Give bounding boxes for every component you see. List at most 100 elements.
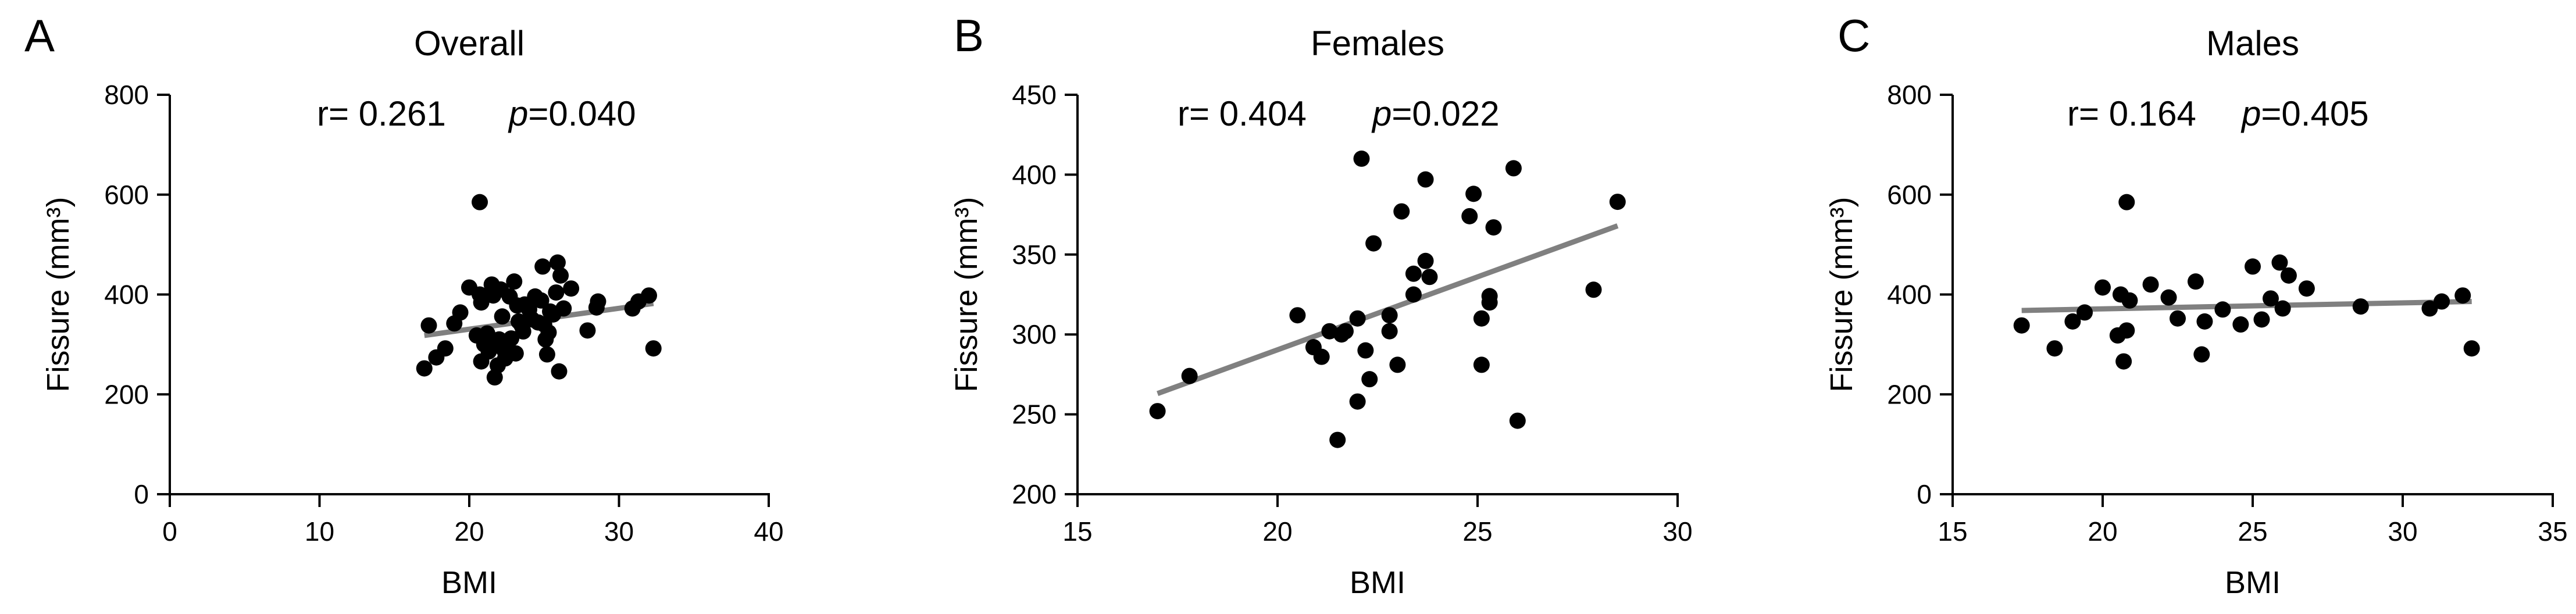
data-point (1585, 281, 1602, 298)
y-tick-label: 200 (1012, 479, 1057, 509)
data-point (2454, 287, 2471, 304)
data-point (1405, 286, 1422, 303)
data-point (2352, 298, 2369, 315)
y-tick-label: 200 (1887, 379, 1932, 409)
data-point (416, 360, 433, 377)
y-tick-label: 450 (1012, 80, 1057, 110)
data-point (645, 340, 662, 357)
data-point (2214, 301, 2231, 318)
data-point (590, 293, 606, 310)
data-point (2271, 254, 2288, 271)
p-symbol: p (1371, 94, 1392, 133)
data-point (1465, 185, 1482, 202)
data-point (420, 317, 437, 334)
y-axis-title: Fissure (mm³) (41, 197, 76, 392)
data-point (2064, 313, 2081, 330)
data-point (641, 287, 657, 304)
data-point (552, 267, 569, 284)
data-point (2077, 304, 2093, 321)
data-point (2280, 267, 2297, 284)
data-point (2298, 280, 2315, 297)
regression-line (2021, 299, 2472, 313)
data-point (1481, 294, 1498, 311)
data-point (1509, 412, 1526, 429)
y-tick-label: 800 (104, 80, 149, 110)
x-tick-label: 35 (2538, 516, 2567, 547)
data-point (2046, 340, 2063, 357)
p-value: p=0.405 (2240, 94, 2369, 133)
data-point (1357, 342, 1374, 359)
p-number: =0.405 (2261, 94, 2368, 133)
x-tick-label: 20 (454, 516, 484, 547)
y-tick-label: 400 (1012, 159, 1057, 190)
y-axis-title: Fissure (mm³) (1824, 197, 1859, 392)
x-axis-title: BMI (441, 565, 497, 600)
x-tick-label: 30 (1662, 516, 1692, 547)
data-point (549, 254, 566, 271)
data-point (1381, 307, 1398, 324)
data-point (2121, 292, 2138, 309)
x-axis-title: BMI (2225, 565, 2281, 600)
y-tick-label: 0 (1917, 479, 1932, 509)
data-point (563, 280, 580, 297)
data-point (2245, 258, 2261, 275)
y-tick-label: 250 (1012, 399, 1057, 430)
data-point (1361, 371, 1378, 388)
data-point (2262, 290, 2279, 307)
data-point (2193, 346, 2210, 363)
data-point (2253, 311, 2270, 328)
data-point (1421, 269, 1438, 285)
data-point (2232, 316, 2249, 333)
y-tick-label: 350 (1012, 240, 1057, 270)
y-tick-label: 300 (1012, 319, 1057, 349)
data-point (1329, 431, 1346, 448)
y-tick-label: 400 (1887, 280, 1932, 310)
x-tick-label: 15 (1938, 516, 1967, 547)
data-point (515, 323, 531, 340)
data-point (1389, 356, 1406, 373)
data-point (1349, 310, 1366, 327)
data-point (2274, 300, 2291, 317)
data-point (1181, 367, 1198, 384)
x-tick-label: 10 (305, 516, 334, 547)
x-tick-label: 0 (162, 516, 177, 547)
y-axis-title: Fissure (mm³) (949, 197, 984, 392)
data-point (494, 308, 511, 325)
data-point (2013, 317, 2030, 334)
data-point (2196, 313, 2213, 330)
data-point (473, 294, 490, 311)
data-point (2095, 279, 2111, 296)
data-point (1313, 348, 1330, 365)
y-tick-label: 0 (134, 479, 149, 509)
data-point (452, 304, 469, 321)
correlation-r: r= 0.404 (1178, 94, 1307, 133)
data-point (2160, 289, 2177, 306)
y-tick-label: 600 (1887, 180, 1932, 210)
data-point (2118, 322, 2135, 339)
data-point (2421, 300, 2438, 317)
data-point (1381, 323, 1398, 340)
data-point (533, 292, 550, 309)
data-point (1405, 265, 1422, 282)
data-point (1365, 235, 1382, 252)
panel-c: C Males r= 0.164 p=0.405 15 20 25 30 35 0 200 400 60… (1824, 10, 2568, 600)
data-point (2170, 310, 2186, 327)
data-point (1353, 150, 1370, 167)
data-point (579, 322, 596, 339)
data-point (1417, 171, 1434, 188)
data-point (1417, 252, 1434, 269)
x-axis-title: BMI (1350, 565, 1405, 600)
y-tick-label: 400 (104, 280, 149, 310)
data-point (1485, 219, 1502, 236)
p-value: p=0.022 (1371, 94, 1500, 133)
panel-letter: B (954, 10, 984, 61)
chart-title: Females (1311, 24, 1444, 63)
p-value: p=0.040 (508, 94, 636, 133)
p-number: =0.040 (528, 94, 636, 133)
data-point (538, 346, 555, 363)
correlation-r: r= 0.261 (317, 94, 446, 133)
chart-title: Males (2206, 24, 2299, 63)
panel-letter: A (24, 10, 55, 61)
